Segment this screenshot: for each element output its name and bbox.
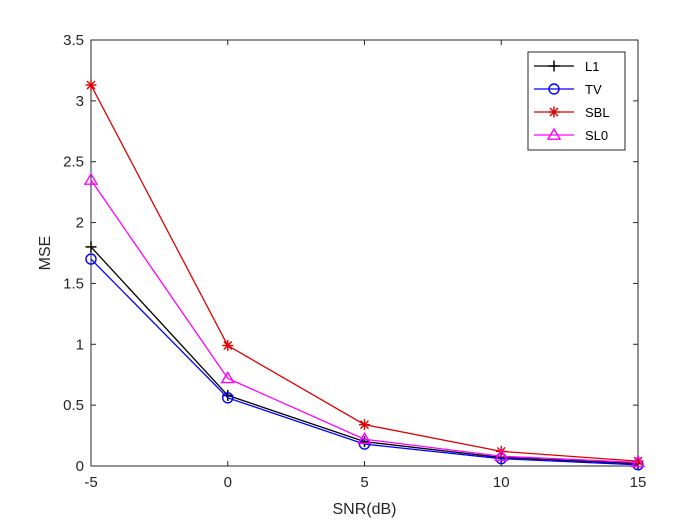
plus-marker [548, 60, 560, 72]
series-sbl-point [85, 79, 97, 91]
y-tick-label: 0.5 [63, 397, 84, 414]
series-sbl-point [359, 419, 370, 431]
legend-entry-l1: L1 [534, 59, 599, 74]
y-tick-label: 3 [76, 93, 84, 110]
legend-entry-sl0: SL0 [534, 127, 608, 143]
x-tick-label: 5 [360, 474, 368, 491]
circle-marker [548, 83, 560, 95]
y-tick-label: 1.5 [63, 275, 84, 292]
legend-box [527, 51, 626, 151]
x-tick-label: 10 [493, 474, 510, 491]
legend-label-sbl: SBL [585, 105, 610, 120]
y-tick-label: 2 [76, 215, 84, 232]
series-l1-point [85, 241, 97, 253]
series-tv-point [222, 392, 234, 404]
x-tick-label: 15 [630, 474, 647, 491]
asterisk-marker [548, 106, 560, 118]
y-tick-label: 2.5 [63, 154, 84, 171]
series-sl0-point [357, 431, 372, 445]
x-tick-label: 0 [224, 474, 232, 491]
legend-label-tv: TV [585, 82, 602, 97]
y-tick-label: 3.5 [63, 32, 84, 49]
triangle-marker [546, 127, 562, 140]
series-sl0-point [494, 448, 509, 462]
series-sbl-point [222, 340, 234, 352]
series-sl0-line [90, 179, 639, 463]
y-tick-label: 1 [76, 336, 84, 353]
series-sl0 [83, 172, 646, 468]
y-axis-label: MSE [37, 236, 54, 271]
legend-label-l1: L1 [585, 59, 599, 74]
series-sl0-point [220, 370, 235, 384]
series-layer [83, 79, 646, 471]
series-sl0-point [630, 454, 646, 468]
y-tick-label: 0 [76, 458, 84, 475]
legend-entry-tv: TV [534, 82, 602, 97]
legend-entry-sbl: SBL [534, 105, 610, 120]
series-sbl [85, 79, 644, 467]
legend: L1 TV SBL SL0 [527, 51, 626, 151]
series-tv-point [85, 253, 97, 265]
x-axis-label: SNR(dB) [332, 501, 396, 518]
x-tick-label: -5 [84, 474, 97, 491]
series-sl0-point [83, 172, 99, 185]
legend-label-sl0: SL0 [585, 128, 608, 143]
